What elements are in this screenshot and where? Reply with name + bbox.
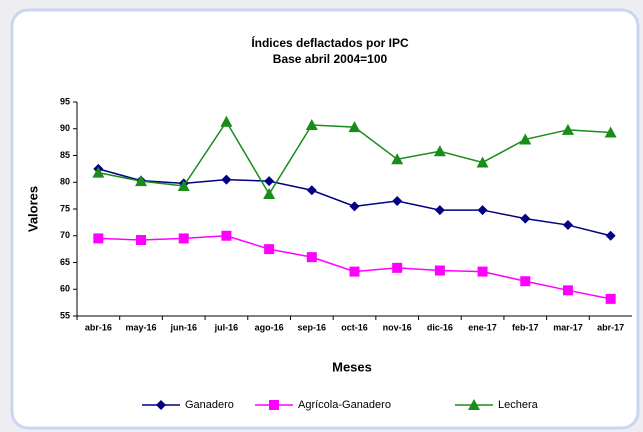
- marker: [349, 201, 360, 212]
- marker: [477, 205, 488, 216]
- marker: [562, 285, 573, 296]
- marker: [263, 188, 276, 200]
- marker: [562, 220, 573, 231]
- marker: [93, 233, 104, 244]
- y-axis-title: Valores: [25, 186, 40, 232]
- marker: [520, 276, 531, 287]
- marker: [434, 265, 445, 276]
- legend-label: Lechera: [498, 399, 539, 411]
- marker: [177, 179, 190, 191]
- x-tick-label: may-16: [126, 322, 157, 332]
- y-tick-label: 95: [60, 96, 70, 106]
- marker: [264, 176, 275, 187]
- marker: [605, 230, 616, 241]
- marker: [519, 133, 532, 145]
- marker: [306, 185, 317, 196]
- marker: [306, 252, 317, 263]
- y-tick-label: 70: [60, 230, 70, 240]
- marker: [178, 233, 189, 244]
- marker: [477, 266, 488, 277]
- chart-subtitle: Base abril 2004=100: [273, 52, 388, 66]
- marker: [305, 119, 318, 131]
- x-tick-label: mar-17: [553, 322, 583, 332]
- x-tick-label: dic-16: [427, 322, 453, 332]
- marker: [349, 266, 360, 277]
- marker: [221, 174, 232, 185]
- marker: [392, 195, 403, 206]
- marker: [156, 400, 166, 410]
- marker: [269, 400, 279, 410]
- x-tick-label: ago-16: [255, 322, 284, 332]
- marker: [135, 175, 148, 187]
- x-tick-label: sep-16: [298, 322, 327, 332]
- marker: [221, 230, 232, 241]
- marker: [264, 244, 275, 255]
- x-tick-label: jul-16: [214, 322, 239, 332]
- marker: [561, 123, 574, 135]
- marker: [476, 156, 489, 168]
- x-tick-label: feb-17: [512, 322, 539, 332]
- y-tick-label: 85: [60, 150, 70, 160]
- x-tick-label: ene-17: [468, 322, 497, 332]
- marker: [136, 235, 147, 246]
- x-tick-label: abr-17: [597, 322, 624, 332]
- marker: [348, 121, 361, 133]
- marker: [220, 115, 233, 127]
- marker: [392, 262, 403, 273]
- x-axis-title: Meses: [332, 359, 372, 374]
- marker: [520, 213, 531, 224]
- marker: [605, 293, 616, 304]
- marker: [434, 205, 445, 216]
- y-tick-label: 90: [60, 123, 70, 133]
- y-tick-label: 75: [60, 203, 70, 213]
- x-tick-label: nov-16: [383, 322, 412, 332]
- legend-label: Agrícola-Ganadero: [298, 399, 391, 411]
- legend-label: Ganadero: [185, 399, 234, 411]
- marker: [433, 145, 446, 157]
- x-tick-label: oct-16: [341, 322, 368, 332]
- chart-title: Índices deflactados por IPC: [251, 35, 409, 50]
- marker: [391, 153, 404, 165]
- marker: [92, 166, 105, 178]
- y-tick-label: 65: [60, 257, 70, 267]
- y-tick-label: 80: [60, 177, 70, 187]
- panel: [10, 8, 640, 430]
- y-tick-label: 55: [60, 310, 70, 320]
- marker: [604, 126, 617, 138]
- x-tick-label: abr-16: [85, 322, 112, 332]
- y-tick-label: 60: [60, 284, 70, 294]
- x-tick-label: jun-16: [169, 322, 197, 332]
- marker: [468, 399, 480, 410]
